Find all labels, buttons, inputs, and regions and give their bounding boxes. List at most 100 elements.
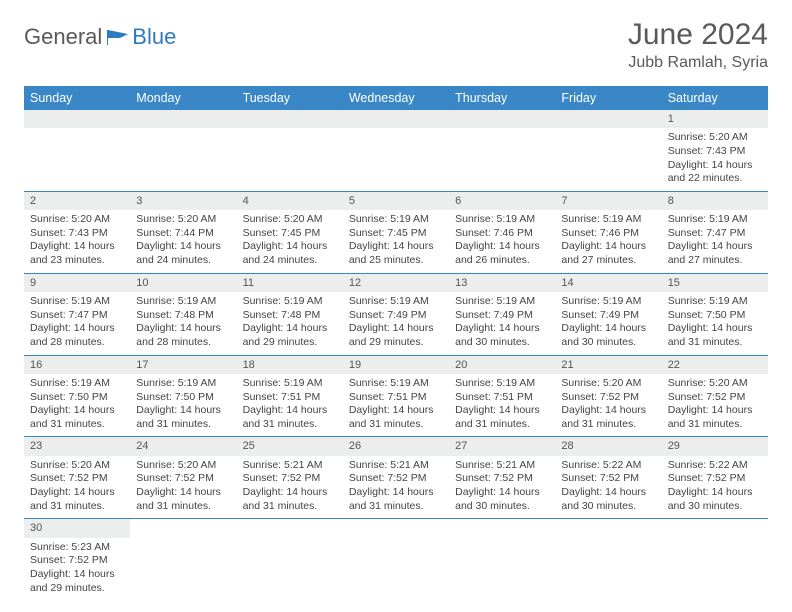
sunset-line: Sunset: 7:43 PM (668, 145, 762, 159)
sunset-line: Sunset: 7:52 PM (30, 554, 124, 568)
day-content-cell: Sunrise: 5:19 AMSunset: 7:46 PMDaylight:… (449, 210, 555, 273)
day-number-cell: 29 (662, 437, 768, 456)
sunrise-line: Sunrise: 5:21 AM (455, 459, 549, 473)
day-content-cell (130, 128, 236, 191)
day-number-row: 23242526272829 (24, 437, 768, 456)
day-number-cell: 2 (24, 191, 130, 210)
sunset-line: Sunset: 7:50 PM (30, 391, 124, 405)
daylight-line: Daylight: 14 hours and 27 minutes. (668, 240, 762, 267)
day-number-row: 30 (24, 519, 768, 538)
weekday-header: Sunday (24, 86, 130, 110)
day-number-row: 1 (24, 110, 768, 128)
daylight-line: Daylight: 14 hours and 29 minutes. (30, 568, 124, 595)
day-number-cell: 18 (237, 355, 343, 374)
day-content-cell: Sunrise: 5:20 AMSunset: 7:43 PMDaylight:… (24, 210, 130, 273)
day-number-cell: 4 (237, 191, 343, 210)
daylight-line: Daylight: 14 hours and 24 minutes. (243, 240, 337, 267)
sunrise-line: Sunrise: 5:22 AM (668, 459, 762, 473)
day-content-cell (343, 538, 449, 601)
calendar-head: SundayMondayTuesdayWednesdayThursdayFrid… (24, 86, 768, 110)
sunrise-line: Sunrise: 5:19 AM (136, 377, 230, 391)
day-content-row: Sunrise: 5:19 AMSunset: 7:50 PMDaylight:… (24, 374, 768, 437)
location: Jubb Ramlah, Syria (628, 54, 768, 72)
weekday-header: Monday (130, 86, 236, 110)
daylight-line: Daylight: 14 hours and 30 minutes. (561, 486, 655, 513)
day-number-cell (555, 110, 661, 128)
day-content-cell: Sunrise: 5:19 AMSunset: 7:51 PMDaylight:… (449, 374, 555, 437)
daylight-line: Daylight: 14 hours and 30 minutes. (455, 322, 549, 349)
day-number-cell: 21 (555, 355, 661, 374)
daylight-line: Daylight: 14 hours and 31 minutes. (243, 404, 337, 431)
day-content-cell: Sunrise: 5:22 AMSunset: 7:52 PMDaylight:… (555, 456, 661, 519)
daylight-line: Daylight: 14 hours and 22 minutes. (668, 159, 762, 186)
day-content-cell: Sunrise: 5:21 AMSunset: 7:52 PMDaylight:… (237, 456, 343, 519)
day-number-row: 16171819202122 (24, 355, 768, 374)
sunrise-line: Sunrise: 5:20 AM (668, 377, 762, 391)
day-number-cell: 17 (130, 355, 236, 374)
sunset-line: Sunset: 7:43 PM (30, 227, 124, 241)
daylight-line: Daylight: 14 hours and 25 minutes. (349, 240, 443, 267)
day-content-cell: Sunrise: 5:19 AMSunset: 7:47 PMDaylight:… (662, 210, 768, 273)
sunrise-line: Sunrise: 5:23 AM (30, 541, 124, 555)
sunset-line: Sunset: 7:46 PM (561, 227, 655, 241)
sunset-line: Sunset: 7:45 PM (349, 227, 443, 241)
calendar-body: 1Sunrise: 5:20 AMSunset: 7:43 PMDaylight… (24, 110, 768, 600)
flag-icon (106, 28, 130, 46)
day-content-cell: Sunrise: 5:19 AMSunset: 7:50 PMDaylight:… (24, 374, 130, 437)
day-content-cell: Sunrise: 5:19 AMSunset: 7:49 PMDaylight:… (555, 292, 661, 355)
day-content-cell: Sunrise: 5:22 AMSunset: 7:52 PMDaylight:… (662, 456, 768, 519)
sunset-line: Sunset: 7:44 PM (136, 227, 230, 241)
day-content-cell: Sunrise: 5:19 AMSunset: 7:49 PMDaylight:… (449, 292, 555, 355)
sunset-line: Sunset: 7:49 PM (349, 309, 443, 323)
sunset-line: Sunset: 7:52 PM (243, 472, 337, 486)
sunset-line: Sunset: 7:52 PM (30, 472, 124, 486)
day-content-row: Sunrise: 5:23 AMSunset: 7:52 PMDaylight:… (24, 538, 768, 601)
day-number-cell: 12 (343, 273, 449, 292)
daylight-line: Daylight: 14 hours and 31 minutes. (668, 322, 762, 349)
calendar-table: SundayMondayTuesdayWednesdayThursdayFrid… (24, 86, 768, 600)
day-content-cell: Sunrise: 5:19 AMSunset: 7:51 PMDaylight:… (343, 374, 449, 437)
logo-text-general: General (24, 24, 102, 50)
sunrise-line: Sunrise: 5:20 AM (30, 459, 124, 473)
sunset-line: Sunset: 7:45 PM (243, 227, 337, 241)
sunrise-line: Sunrise: 5:19 AM (243, 377, 337, 391)
sunset-line: Sunset: 7:52 PM (668, 472, 762, 486)
daylight-line: Daylight: 14 hours and 28 minutes. (30, 322, 124, 349)
weekday-header: Friday (555, 86, 661, 110)
day-content-cell (662, 538, 768, 601)
day-content-cell (555, 538, 661, 601)
sunset-line: Sunset: 7:51 PM (455, 391, 549, 405)
day-number-cell: 28 (555, 437, 661, 456)
day-content-row: Sunrise: 5:19 AMSunset: 7:47 PMDaylight:… (24, 292, 768, 355)
sunrise-line: Sunrise: 5:19 AM (243, 295, 337, 309)
daylight-line: Daylight: 14 hours and 29 minutes. (243, 322, 337, 349)
day-number-cell (130, 519, 236, 538)
sunrise-line: Sunrise: 5:19 AM (561, 295, 655, 309)
sunrise-line: Sunrise: 5:19 AM (455, 377, 549, 391)
day-content-cell: Sunrise: 5:20 AMSunset: 7:52 PMDaylight:… (662, 374, 768, 437)
sunrise-line: Sunrise: 5:20 AM (243, 213, 337, 227)
sunrise-line: Sunrise: 5:19 AM (561, 213, 655, 227)
day-number-cell: 6 (449, 191, 555, 210)
sunrise-line: Sunrise: 5:19 AM (349, 377, 443, 391)
day-number-row: 2345678 (24, 191, 768, 210)
sunset-line: Sunset: 7:51 PM (349, 391, 443, 405)
day-content-cell: Sunrise: 5:21 AMSunset: 7:52 PMDaylight:… (343, 456, 449, 519)
daylight-line: Daylight: 14 hours and 28 minutes. (136, 322, 230, 349)
sunrise-line: Sunrise: 5:20 AM (30, 213, 124, 227)
day-content-row: Sunrise: 5:20 AMSunset: 7:43 PMDaylight:… (24, 210, 768, 273)
sunset-line: Sunset: 7:49 PM (561, 309, 655, 323)
sunrise-line: Sunrise: 5:20 AM (668, 131, 762, 145)
day-content-cell: Sunrise: 5:19 AMSunset: 7:48 PMDaylight:… (237, 292, 343, 355)
day-number-cell (237, 519, 343, 538)
daylight-line: Daylight: 14 hours and 31 minutes. (30, 404, 124, 431)
day-number-cell: 19 (343, 355, 449, 374)
daylight-line: Daylight: 14 hours and 31 minutes. (349, 404, 443, 431)
daylight-line: Daylight: 14 hours and 27 minutes. (561, 240, 655, 267)
sunrise-line: Sunrise: 5:20 AM (136, 213, 230, 227)
day-number-cell: 9 (24, 273, 130, 292)
day-number-cell: 20 (449, 355, 555, 374)
weekday-header: Thursday (449, 86, 555, 110)
day-content-cell (130, 538, 236, 601)
day-content-cell: Sunrise: 5:23 AMSunset: 7:52 PMDaylight:… (24, 538, 130, 601)
